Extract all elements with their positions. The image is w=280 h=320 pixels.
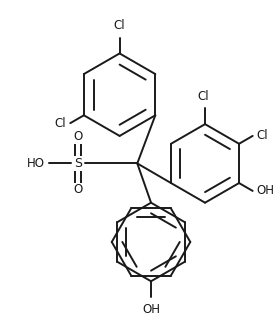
Text: S: S [74, 157, 82, 170]
Text: Cl: Cl [114, 19, 125, 32]
Text: Cl: Cl [256, 129, 268, 142]
Text: O: O [74, 131, 83, 143]
Text: HO: HO [27, 157, 45, 170]
Text: OH: OH [256, 184, 275, 197]
Text: O: O [74, 183, 83, 196]
Text: OH: OH [142, 303, 160, 316]
Text: Cl: Cl [197, 90, 209, 102]
Text: Cl: Cl [55, 117, 66, 130]
